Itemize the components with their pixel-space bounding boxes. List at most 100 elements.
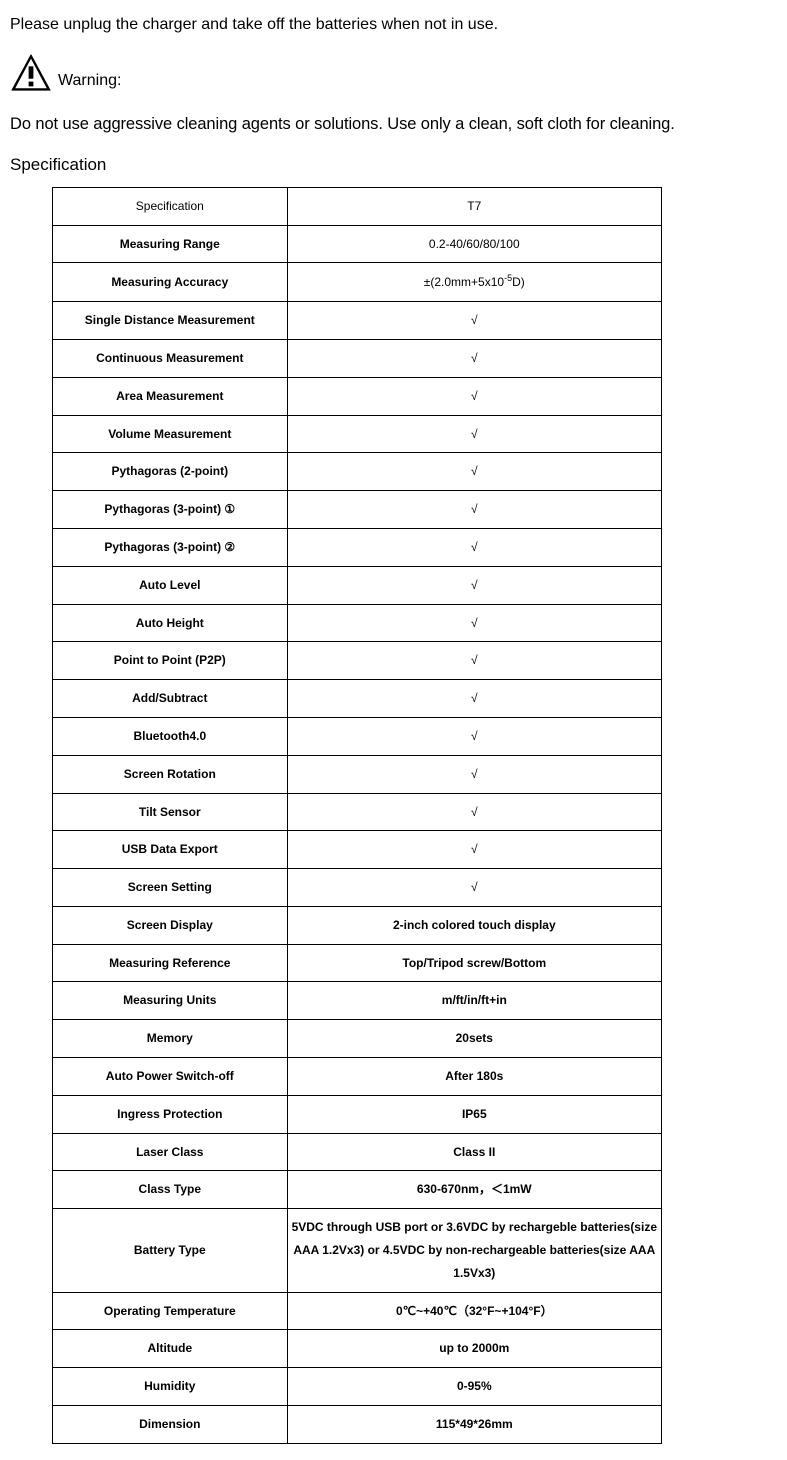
spec-value: √ — [287, 831, 661, 869]
spec-label: Battery Type — [53, 1209, 288, 1292]
table-row: Ingress ProtectionIP65 — [53, 1095, 662, 1133]
table-header-right: T7 — [287, 187, 661, 225]
table-row: Screen Setting√ — [53, 869, 662, 907]
table-row: Operating Temperature0℃~+40℃（32°F~+104°F… — [53, 1292, 662, 1330]
spec-value: Top/Tripod screw/Bottom — [287, 944, 661, 982]
spec-label: Laser Class — [53, 1133, 288, 1171]
spec-value: 0℃~+40℃（32°F~+104°F） — [287, 1292, 661, 1330]
table-row: Measuring Accuracy±(2.0mm+5x10-5D) — [53, 263, 662, 302]
table-row: Pythagoras (2-point)√ — [53, 453, 662, 491]
table-row: Screen Display2-inch colored touch displ… — [53, 906, 662, 944]
spec-label: Tilt Sensor — [53, 793, 288, 831]
spec-value: √ — [287, 604, 661, 642]
spec-label: Area Measurement — [53, 377, 288, 415]
table-row: Continuous Measurement√ — [53, 339, 662, 377]
intro-text: Please unplug the charger and take off t… — [10, 16, 777, 34]
spec-value: √ — [287, 339, 661, 377]
table-row: Auto Level√ — [53, 566, 662, 604]
spec-label: Humidity — [53, 1368, 288, 1406]
spec-label: Class Type — [53, 1171, 288, 1209]
table-row: Single Distance Measurement√ — [53, 302, 662, 340]
spec-label: Pythagoras (3-point) ① — [53, 491, 288, 529]
spec-value: √ — [287, 680, 661, 718]
spec-label: Pythagoras (3-point) ② — [53, 528, 288, 566]
spec-value: √ — [287, 793, 661, 831]
spec-label: Pythagoras (2-point) — [53, 453, 288, 491]
warning-block: Warning: — [10, 52, 777, 94]
table-row: Measuring ReferenceTop/Tripod screw/Bott… — [53, 944, 662, 982]
table-header-left: Specification — [53, 187, 288, 225]
table-row: USB Data Export√ — [53, 831, 662, 869]
spec-value: √ — [287, 302, 661, 340]
table-row: Laser ClassClass II — [53, 1133, 662, 1171]
specification-table: SpecificationT7Measuring Range0.2-40/60/… — [52, 187, 662, 1444]
table-row: Humidity0-95% — [53, 1368, 662, 1406]
spec-value: 630-670nm，＜1mW — [287, 1171, 661, 1209]
section-heading: Specification — [10, 155, 777, 175]
spec-label: Bluetooth4.0 — [53, 717, 288, 755]
spec-value: IP65 — [287, 1095, 661, 1133]
spec-value: 0.2-40/60/80/100 — [287, 225, 661, 263]
table-row: Auto Height√ — [53, 604, 662, 642]
spec-label: Auto Level — [53, 566, 288, 604]
spec-label: Auto Power Switch-off — [53, 1058, 288, 1096]
table-row: Pythagoras (3-point) ①√ — [53, 491, 662, 529]
table-row: Altitudeup to 2000m — [53, 1330, 662, 1368]
spec-label: Altitude — [53, 1330, 288, 1368]
spec-value: √ — [287, 453, 661, 491]
table-row: Tilt Sensor√ — [53, 793, 662, 831]
spec-value: ±(2.0mm+5x10-5D) — [287, 263, 661, 302]
spec-value: 2-inch colored touch display — [287, 906, 661, 944]
spec-label: Screen Setting — [53, 869, 288, 907]
spec-label: Screen Rotation — [53, 755, 288, 793]
spec-value: √ — [287, 491, 661, 529]
warning-triangle-icon — [10, 52, 52, 94]
spec-label: Measuring Units — [53, 982, 288, 1020]
spec-value: After 180s — [287, 1058, 661, 1096]
spec-label: Screen Display — [53, 906, 288, 944]
spec-value: 5VDC through USB port or 3.6VDC by recha… — [287, 1209, 661, 1292]
spec-label: Continuous Measurement — [53, 339, 288, 377]
table-row: Dimension115*49*26mm — [53, 1406, 662, 1444]
table-row: Volume Measurement√ — [53, 415, 662, 453]
spec-label: Measuring Range — [53, 225, 288, 263]
spec-value: Class II — [287, 1133, 661, 1171]
spec-label: Memory — [53, 1020, 288, 1058]
spec-label: Auto Height — [53, 604, 288, 642]
spec-value: √ — [287, 755, 661, 793]
spec-label: Point to Point (P2P) — [53, 642, 288, 680]
table-row: Memory20sets — [53, 1020, 662, 1058]
spec-value: √ — [287, 377, 661, 415]
spec-value: 20sets — [287, 1020, 661, 1058]
spec-label: Dimension — [53, 1406, 288, 1444]
spec-value: m/ft/in/ft+in — [287, 982, 661, 1020]
table-row: Area Measurement√ — [53, 377, 662, 415]
table-row: Add/Subtract√ — [53, 680, 662, 718]
spec-label: Measuring Accuracy — [53, 263, 288, 302]
spec-value: √ — [287, 717, 661, 755]
table-row: Point to Point (P2P)√ — [53, 642, 662, 680]
cleaning-text: Do not use aggressive cleaning agents or… — [10, 112, 777, 137]
table-row: Pythagoras (3-point) ②√ — [53, 528, 662, 566]
table-row: Measuring Range0.2-40/60/80/100 — [53, 225, 662, 263]
spec-label: Measuring Reference — [53, 944, 288, 982]
spec-value: √ — [287, 415, 661, 453]
spec-value: √ — [287, 869, 661, 907]
spec-value: √ — [287, 528, 661, 566]
table-row: Screen Rotation√ — [53, 755, 662, 793]
table-row: Auto Power Switch-offAfter 180s — [53, 1058, 662, 1096]
table-row: Class Type630-670nm，＜1mW — [53, 1171, 662, 1209]
spec-label: Single Distance Measurement — [53, 302, 288, 340]
spec-value: √ — [287, 566, 661, 604]
spec-value: up to 2000m — [287, 1330, 661, 1368]
spec-value: √ — [287, 642, 661, 680]
warning-label: Warning: — [58, 72, 121, 94]
spec-label: Ingress Protection — [53, 1095, 288, 1133]
spec-value: 0-95% — [287, 1368, 661, 1406]
spec-label: Add/Subtract — [53, 680, 288, 718]
spec-label: Operating Temperature — [53, 1292, 288, 1330]
spec-value: 115*49*26mm — [287, 1406, 661, 1444]
table-row: Measuring Unitsm/ft/in/ft+in — [53, 982, 662, 1020]
spec-label: Volume Measurement — [53, 415, 288, 453]
table-row: Bluetooth4.0√ — [53, 717, 662, 755]
